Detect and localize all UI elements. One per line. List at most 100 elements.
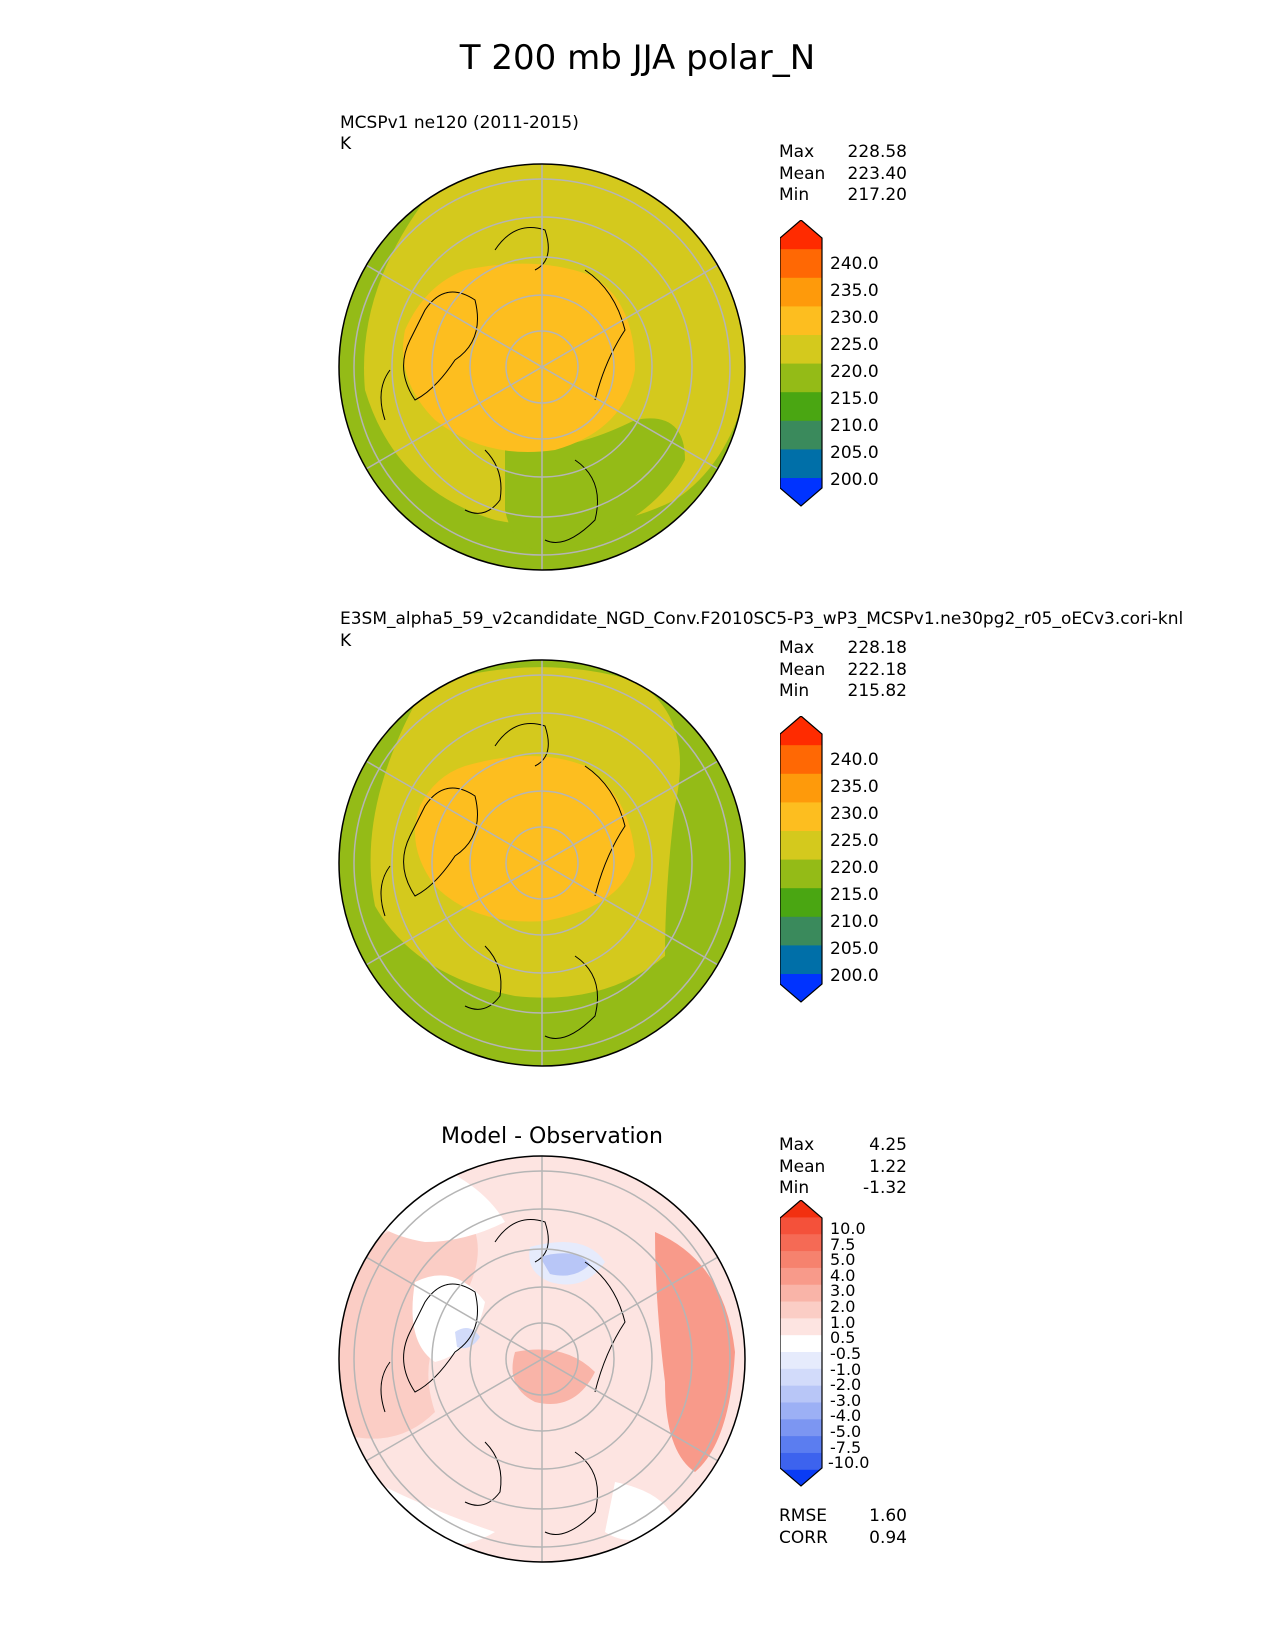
colorbar-segment bbox=[780, 477, 822, 506]
stat-label: Max bbox=[779, 638, 815, 658]
stat-value: 1.22 bbox=[869, 1156, 907, 1177]
colorbar-tick: -5.0 bbox=[830, 1422, 861, 1441]
colorbar-tick: 225.0 bbox=[830, 335, 879, 355]
colorbar-segment bbox=[780, 716, 822, 746]
colorbar-segment bbox=[780, 1368, 822, 1386]
colorbar-segment bbox=[780, 1452, 822, 1470]
stat-value: 217.20 bbox=[847, 185, 907, 205]
panel-2-stats: Max 228.18 Mean 222.18 Min 215.82 bbox=[779, 638, 907, 703]
colorbar-segment bbox=[780, 363, 822, 393]
colorbar-tick: 225.0 bbox=[830, 831, 879, 851]
diff-negative-area bbox=[455, 1328, 480, 1349]
colorbar-segment bbox=[780, 1351, 822, 1369]
colorbar-segment bbox=[780, 305, 822, 335]
stat-label: Mean bbox=[779, 163, 826, 184]
colorbar-tick: 5.0 bbox=[830, 1250, 855, 1269]
panel-2-colorbar: 240.0 235.0 230.0 225.0 220.0 215.0 210.… bbox=[780, 716, 879, 1003]
colorbar-tick: 3.0 bbox=[830, 1281, 855, 1300]
field-warm-core bbox=[415, 756, 635, 922]
metric-label: RMSE bbox=[779, 1506, 828, 1526]
panel-2-units: K bbox=[340, 631, 352, 651]
panel-3-colorbar: 10.0 7.5 5.0 4.0 3.0 2.0 1.0 0.5 -0.5 -1… bbox=[780, 1200, 869, 1487]
colorbar-tick: 0.5 bbox=[830, 1328, 855, 1347]
panel-3-metrics: RMSE 1.60 CORR 0.94 bbox=[779, 1506, 907, 1549]
coastlines bbox=[380, 227, 626, 543]
map-boundary bbox=[338, 163, 746, 571]
stat-label: Min bbox=[779, 681, 810, 701]
coastlines bbox=[380, 1219, 626, 1535]
stat-value: 228.18 bbox=[847, 638, 907, 658]
colorbar-segment bbox=[780, 1418, 822, 1437]
colorbar-segment bbox=[780, 220, 822, 250]
colorbar-tick: 4.0 bbox=[830, 1266, 855, 1285]
diff-positive-area bbox=[339, 1212, 478, 1439]
colorbar-tick: 215.0 bbox=[830, 389, 879, 409]
colorbar-tick: 200.0 bbox=[830, 966, 879, 986]
colorbar-segment bbox=[780, 887, 822, 917]
colorbar-segment bbox=[780, 944, 822, 974]
panel-1-colorbar: 240.0 235.0 230.0 225.0 220.0 215.0 210.… bbox=[780, 220, 879, 507]
colorbar-segment bbox=[780, 1469, 822, 1486]
panel-2-title: E3SM_alpha5_59_v2candidate_NGD_Conv.F201… bbox=[340, 609, 1184, 629]
colorbar-tick: 205.0 bbox=[830, 939, 879, 959]
colorbar-tick: -2.0 bbox=[830, 1375, 861, 1394]
stat-value: 215.82 bbox=[847, 681, 907, 701]
colorbar-segment bbox=[780, 830, 822, 860]
metric-value: 1.60 bbox=[869, 1506, 907, 1526]
panel-3-map bbox=[338, 1155, 746, 1563]
colorbar-segment bbox=[780, 1317, 822, 1336]
colorbar-segment bbox=[780, 744, 822, 774]
colorbar-tick: -7.5 bbox=[830, 1438, 861, 1457]
colorbar-segment bbox=[780, 248, 822, 278]
colorbar-segment bbox=[780, 1233, 822, 1252]
map-boundary bbox=[338, 659, 746, 1067]
colorbar-tick: 230.0 bbox=[830, 804, 879, 824]
colorbar-outline bbox=[780, 716, 823, 1003]
stat-value: 228.58 bbox=[847, 142, 907, 162]
stat-value: 223.40 bbox=[847, 163, 907, 184]
colorbar-segment bbox=[780, 1300, 822, 1319]
colorbar-segment bbox=[780, 859, 822, 889]
colorbar-segment bbox=[780, 773, 822, 803]
diff-positive-area bbox=[655, 1232, 735, 1472]
colorbar-tick: -10.0 bbox=[828, 1453, 869, 1472]
panel-2-map bbox=[338, 659, 746, 1067]
metric-value: 0.94 bbox=[869, 1527, 907, 1548]
stat-label: Mean bbox=[779, 659, 826, 680]
colorbar-segment bbox=[780, 1200, 822, 1218]
colorbar-segment bbox=[780, 391, 822, 421]
stat-label: Min bbox=[779, 185, 810, 205]
colorbar-segment bbox=[780, 1435, 822, 1453]
colorbar-outline bbox=[780, 1200, 823, 1487]
colorbar-tick: 220.0 bbox=[830, 362, 879, 382]
colorbar-tick: 7.5 bbox=[830, 1235, 855, 1254]
metric-label: CORR bbox=[779, 1527, 828, 1548]
colorbar-tick: 10.0 bbox=[830, 1219, 866, 1238]
colorbar-segment bbox=[780, 801, 822, 831]
colorbar-tick: -4.0 bbox=[830, 1406, 861, 1425]
stat-value: -1.32 bbox=[863, 1178, 907, 1198]
colorbar-segment bbox=[780, 420, 822, 450]
panel-1-title: MCSPv1 ne120 (2011-2015) bbox=[340, 113, 579, 133]
colorbar-outline bbox=[780, 220, 823, 507]
graticule bbox=[353, 660, 731, 1066]
colorbar-tick: 205.0 bbox=[830, 443, 879, 463]
stat-value: 222.18 bbox=[847, 659, 907, 680]
colorbar-tick: -0.5 bbox=[830, 1344, 861, 1363]
diff-negative-area bbox=[540, 1253, 590, 1276]
stat-value: 4.25 bbox=[869, 1135, 907, 1155]
colorbar-tick: -3.0 bbox=[830, 1391, 861, 1410]
colorbar-tick: 220.0 bbox=[830, 858, 879, 878]
colorbar-segment bbox=[780, 1216, 822, 1235]
colorbar-tick: 210.0 bbox=[830, 912, 879, 932]
colorbar-segment bbox=[780, 1334, 822, 1353]
colorbar-tick: 210.0 bbox=[830, 416, 879, 436]
stat-label: Max bbox=[779, 142, 815, 162]
colorbar-tick: 240.0 bbox=[830, 254, 879, 274]
colorbar-tick: 200.0 bbox=[830, 470, 879, 490]
colorbar-segment bbox=[780, 334, 822, 364]
colorbar-segment bbox=[780, 916, 822, 946]
colorbar-tick: -1.0 bbox=[830, 1360, 861, 1379]
graticule bbox=[353, 164, 731, 570]
panel-1-map bbox=[338, 163, 746, 571]
